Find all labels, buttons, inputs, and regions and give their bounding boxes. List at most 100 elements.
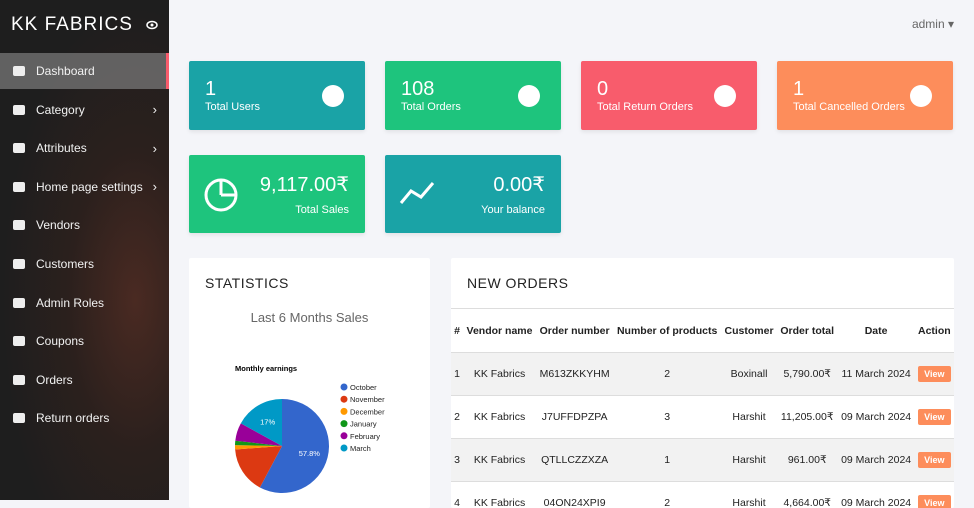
chart-title: Monthly earnings (235, 364, 297, 373)
table-cell: View (915, 482, 954, 508)
view-button[interactable]: View (918, 409, 950, 425)
card-label: Total Users (205, 101, 260, 113)
menu-item[interactable]: Customers (0, 246, 169, 282)
legend-swatch (341, 408, 348, 415)
menu-label[interactable]: Dashboard (36, 64, 95, 78)
menu-icon (13, 182, 25, 192)
column-header: Order total (777, 309, 838, 353)
table-cell: KK Fabrics (463, 353, 536, 396)
table-cell: 2 (613, 353, 721, 396)
menu-label[interactable]: Vendors (36, 218, 80, 232)
table-cell: Harshit (721, 482, 777, 508)
menu-label[interactable]: Coupons (36, 334, 84, 348)
table-cell: 09 March 2024 (838, 482, 915, 508)
user-name[interactable]: admin (912, 17, 945, 31)
table-cell: View (915, 439, 954, 482)
menu-item[interactable]: Return orders (0, 400, 169, 436)
menu-item[interactable]: Attributes › (0, 130, 169, 166)
card-icon (705, 76, 745, 116)
menu-label[interactable]: Home page settings (36, 180, 143, 194)
card-icon (203, 175, 243, 215)
view-button[interactable]: View (918, 495, 950, 508)
table-cell: KK Fabrics (463, 439, 536, 482)
table-cell: J7UFFDPZPA (536, 396, 613, 439)
menu-label[interactable]: Customers (36, 257, 94, 271)
legend-label: October (350, 383, 377, 392)
view-button[interactable]: View (918, 452, 950, 468)
column-header: Customer (721, 309, 777, 353)
legend-swatch (341, 420, 348, 427)
legend-label: March (350, 444, 371, 453)
menu-label[interactable]: Category (36, 103, 85, 117)
table-cell: 1 (613, 439, 721, 482)
menu-label[interactable]: Admin Roles (36, 296, 104, 310)
menu-item[interactable]: Coupons (0, 323, 169, 359)
menu-label[interactable]: Orders (36, 373, 73, 387)
menu-item[interactable]: Admin Roles (0, 285, 169, 321)
table-cell: 04ON24XPI9 (536, 482, 613, 508)
stat-card: 9,117.00₹ Total Sales (189, 155, 365, 233)
table-cell: 2 (613, 482, 721, 508)
table-cell: 2 (451, 396, 463, 439)
user-menu[interactable]: admin ▾ (912, 17, 954, 31)
card-label: Total Sales (295, 204, 349, 216)
table-cell: Harshit (721, 439, 777, 482)
column-header: Number of products (613, 309, 721, 353)
toggle-icon[interactable] (146, 20, 158, 30)
menu-item[interactable]: Home page settings› (0, 169, 169, 205)
menu-icon (13, 413, 25, 423)
statistics-panel: STATISTICS Last 6 Months Sales Monthly e… (189, 258, 430, 508)
menu-item[interactable]: Orders (0, 362, 169, 398)
menu-label[interactable]: Attributes (36, 141, 87, 155)
card-value: 1 (205, 78, 216, 101)
table-cell: 4,664.00₹ (777, 482, 838, 508)
table-cell: 4 (451, 482, 463, 508)
panel-heading: NEW ORDERS (467, 275, 568, 291)
pie-chart: Monthly earnings57.8%OctoberNovemberDece… (189, 258, 430, 500)
menu-icon (13, 105, 25, 115)
card-value: 9,117.00₹ (260, 172, 349, 197)
chevron: › (153, 141, 157, 156)
column-header: # (451, 309, 463, 353)
menu-icon (13, 298, 25, 308)
menu-item[interactable]: Category› (0, 92, 169, 128)
menu-label[interactable]: Return orders (36, 411, 109, 425)
card-label: Total Orders (401, 101, 461, 113)
card-icon (313, 76, 353, 116)
table-cell: 961.00₹ (777, 439, 838, 482)
card-label: Total Cancelled Orders (793, 101, 905, 113)
menu-item[interactable]: Vendors (0, 207, 169, 243)
legend-label: February (350, 432, 380, 441)
card-icon (901, 76, 941, 116)
slice-label: 57.8% (299, 449, 321, 458)
table-cell: View (915, 353, 954, 396)
card-icon (509, 76, 549, 116)
card-value: 0.00₹ (493, 172, 545, 197)
column-header: Vendor name (463, 309, 536, 353)
column-header: Date (838, 309, 915, 353)
table-cell: KK Fabrics (463, 396, 536, 439)
table-cell: 1 (451, 353, 463, 396)
table-cell: 3 (451, 439, 463, 482)
legend-swatch (341, 432, 348, 439)
legend-label: November (350, 395, 385, 404)
table-cell: M613ZKKYHM (536, 353, 613, 396)
stat-card: 0.00₹Your balance (385, 155, 561, 233)
brand: KK FABRICS (11, 14, 133, 36)
table-cell: 09 March 2024 (838, 439, 915, 482)
legend-swatch (341, 445, 348, 452)
menu-item[interactable]: Dashboard (0, 53, 169, 89)
column-header: Action (915, 309, 954, 353)
slice-label: 17% (260, 418, 275, 427)
view-button[interactable]: View (918, 366, 950, 382)
table-cell: 11,205.00₹ (777, 396, 838, 439)
